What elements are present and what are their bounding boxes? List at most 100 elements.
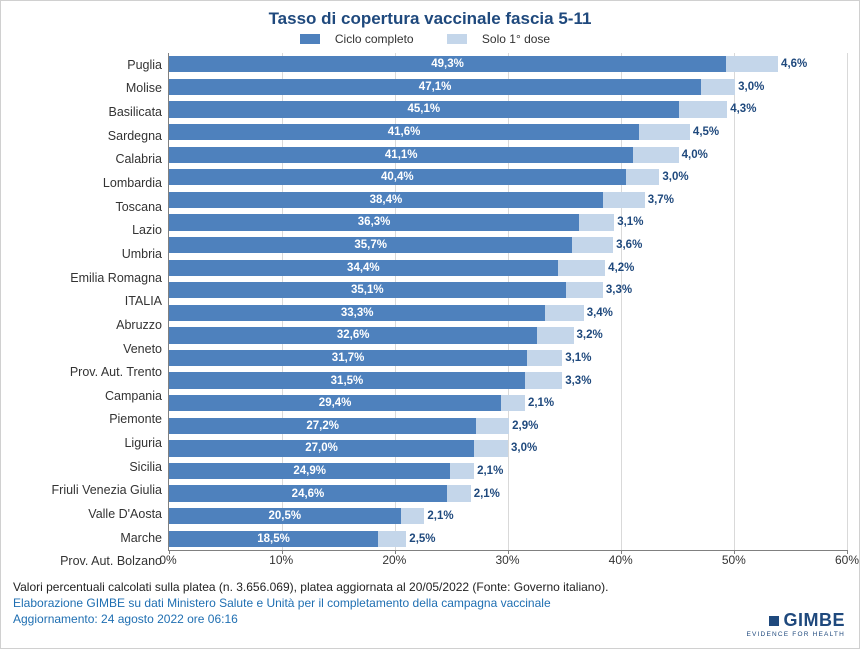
region-label: Prov. Aut. Bolzano	[13, 549, 162, 573]
bar-ciclo-completo: 40,4%	[169, 169, 626, 185]
brand-name: GIMBE	[783, 610, 845, 631]
region-label: ITALIA	[13, 289, 162, 313]
bar-row: 41,6%4,5%	[169, 121, 847, 144]
bar-dose1-value: 3,1%	[617, 216, 643, 228]
bar-solo-prima-dose	[633, 147, 678, 163]
chart-container: Tasso di copertura vaccinale fascia 5-11…	[1, 1, 859, 648]
bar-row: 38,4%3,7%	[169, 189, 847, 212]
bar-row: 40,4%3,0%	[169, 166, 847, 189]
x-axis: 0%10%20%30%40%50%60%	[168, 553, 847, 573]
region-label: Basilicata	[13, 100, 162, 124]
region-label: Umbria	[13, 242, 162, 266]
bar-ciclo-completo: 27,2%	[169, 418, 476, 434]
legend-label-dose1: Solo 1° dose	[482, 32, 550, 46]
bar-dose1-value: 4,0%	[682, 149, 708, 161]
region-label: Sicilia	[13, 455, 162, 479]
region-label: Prov. Aut. Trento	[13, 360, 162, 384]
bar-row: 27,0%3,0%	[169, 437, 847, 460]
bar-rows: 49,3%4,6%47,1%3,0%45,1%4,3%41,6%4,5%41,1…	[169, 53, 847, 550]
bar-ciclo-completo: 24,9%	[169, 463, 450, 479]
legend-swatch-dose1	[447, 34, 467, 44]
footer-update: Aggiornamento: 24 agosto 2022 ore 06:16	[13, 611, 847, 627]
chart-legend: Ciclo completo Solo 1° dose	[13, 32, 847, 47]
bar-row: 20,5%2,1%	[169, 505, 847, 528]
region-label: Veneto	[13, 337, 162, 361]
region-label: Emilia Romagna	[13, 266, 162, 290]
footer: Valori percentuali calcolati sulla plate…	[13, 579, 847, 628]
x-tick-label: 30%	[495, 553, 519, 567]
legend-swatch-ciclo	[300, 34, 320, 44]
bar-solo-prima-dose	[525, 372, 562, 388]
region-label: Puglia	[13, 53, 162, 77]
bar-row: 45,1% 4,3%	[169, 98, 847, 121]
bar-dose1-value: 3,1%	[565, 352, 591, 364]
bar-row: 34,4%4,2%	[169, 256, 847, 279]
bar-solo-prima-dose	[626, 169, 660, 185]
legend-item-ciclo: Ciclo completo	[300, 32, 424, 46]
bar-solo-prima-dose	[527, 350, 562, 366]
region-label: Campania	[13, 384, 162, 408]
bar-dose1-value: 3,0%	[738, 81, 764, 93]
bar-row: 47,1%3,0%	[169, 76, 847, 99]
plot-wrap: 49,3%4,6%47,1%3,0%45,1%4,3%41,6%4,5%41,1…	[168, 53, 847, 573]
bar-ciclo-completo: 32,6%	[169, 327, 537, 343]
bar-dose1-value: 3,7%	[648, 194, 674, 206]
bar-dose1-value: 3,0%	[511, 442, 537, 454]
x-tick-label: 40%	[609, 553, 633, 567]
bar-row: 18,5% 2,5%	[169, 527, 847, 550]
bar-row: 49,3% 4,6%	[169, 53, 847, 76]
bar-ciclo-completo: 24,6%	[169, 485, 447, 501]
bar-solo-prima-dose	[450, 463, 474, 479]
gridline	[847, 53, 848, 550]
x-tick-label: 50%	[722, 553, 746, 567]
bar-solo-prima-dose	[537, 327, 573, 343]
bar-dose1-value: 4,3%	[730, 103, 756, 115]
bar-solo-prima-dose	[639, 124, 690, 140]
bar-solo-prima-dose	[701, 79, 735, 95]
region-label: Abruzzo	[13, 313, 162, 337]
bar-dose1-value: 3,6%	[616, 239, 642, 251]
region-label: Calabria	[13, 148, 162, 172]
brand-name-row: GIMBE	[746, 610, 845, 631]
x-tick-label: 0%	[159, 553, 176, 567]
footer-note: Valori percentuali calcolati sulla plate…	[13, 579, 847, 595]
bar-solo-prima-dose	[447, 485, 471, 501]
brand-logo: GIMBE EVIDENCE FOR HEALTH	[746, 610, 845, 638]
plot-area: 49,3%4,6%47,1%3,0%45,1%4,3%41,6%4,5%41,1…	[168, 53, 847, 551]
bar-dose1-value: 3,2%	[577, 329, 603, 341]
bar-ciclo-completo: 31,5%	[169, 372, 525, 388]
chart-title: Tasso di copertura vaccinale fascia 5-11	[13, 9, 847, 29]
bar-solo-prima-dose	[545, 305, 583, 321]
brand-tagline: EVIDENCE FOR HEALTH	[746, 631, 845, 638]
bar-dose1-value: 2,1%	[474, 488, 500, 500]
bar-ciclo-completo: 33,3%	[169, 305, 545, 321]
bar-row: 35,7% 3,6%	[169, 234, 847, 257]
bar-solo-prima-dose	[572, 237, 613, 253]
bar-dose1-value: 4,6%	[781, 58, 807, 70]
bar-ciclo-completo: 34,4%	[169, 260, 558, 276]
bar-ciclo-completo: 45,1%	[169, 101, 679, 117]
bar-solo-prima-dose	[378, 531, 406, 547]
x-tick-label: 20%	[382, 553, 406, 567]
bar-row: 35,1%3,3%	[169, 279, 847, 302]
bar-ciclo-completo: 49,3%	[169, 56, 726, 72]
region-label: Piemonte	[13, 408, 162, 432]
y-axis-labels: PugliaMoliseBasilicataSardegnaCalabriaLo…	[13, 53, 168, 573]
bar-dose1-value: 2,1%	[427, 510, 453, 522]
bar-dose1-value: 2,1%	[477, 465, 503, 477]
bar-solo-prima-dose	[579, 214, 614, 230]
bar-ciclo-completo: 31,7%	[169, 350, 527, 366]
bar-row: 27,2%2,9%	[169, 415, 847, 438]
bar-row: 24,9% 2,1%	[169, 460, 847, 483]
region-label: Molise	[13, 77, 162, 101]
region-label: Valle D'Aosta	[13, 502, 162, 526]
bar-ciclo-completo: 18,5%	[169, 531, 378, 547]
bar-ciclo-completo: 35,7%	[169, 237, 572, 253]
chart-area: PugliaMoliseBasilicataSardegnaCalabriaLo…	[13, 53, 847, 573]
bar-dose1-value: 2,5%	[409, 533, 435, 545]
x-tick-label: 60%	[835, 553, 859, 567]
bar-dose1-value: 3,3%	[565, 375, 591, 387]
bar-dose1-value: 4,5%	[693, 126, 719, 138]
bar-solo-prima-dose	[566, 282, 603, 298]
bar-solo-prima-dose	[726, 56, 778, 72]
